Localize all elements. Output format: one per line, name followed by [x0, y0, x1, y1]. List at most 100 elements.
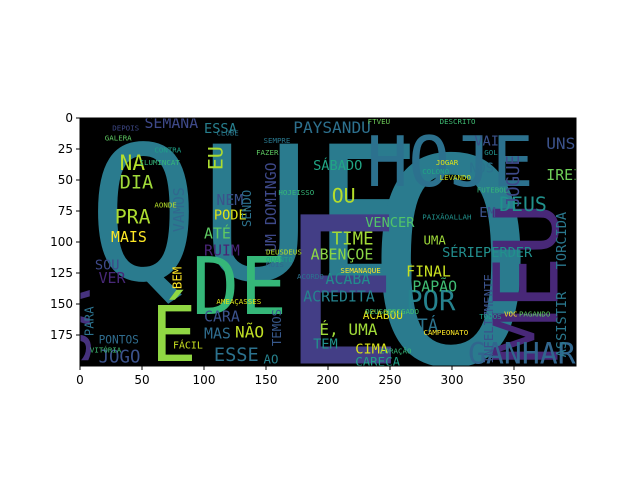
- wordcloud-word: COLONO: [422, 167, 449, 176]
- wordcloud-word: GALERA: [105, 133, 132, 142]
- wordcloud-word: AMEAÇASSES: [216, 297, 261, 306]
- wordcloud-word: EM: [479, 205, 495, 221]
- wordcloud-word: UNS: [546, 134, 575, 153]
- wordcloud-word: JOGUE: [504, 155, 524, 207]
- wordcloud-word: TORCIDA: [554, 212, 570, 269]
- x-tick-label: 0: [76, 373, 84, 387]
- wordcloud-word: CONTRA: [154, 146, 181, 155]
- wordcloud-word: SÉRIE: [442, 243, 483, 261]
- wordcloud-word: PAYSANDU: [293, 118, 371, 137]
- wordcloud-word: OU: [332, 184, 356, 207]
- wordcloud-word: QUE: [87, 106, 423, 323]
- wordcloud-word: MOIS: [266, 260, 284, 269]
- wordcloud-word: UM DOMINGO: [262, 162, 280, 252]
- wordcloud-word: JOGO: [99, 347, 141, 367]
- y-tick-label: 50: [58, 173, 73, 187]
- wordcloud-word: É: [151, 290, 197, 380]
- wordcloud-word: PAIXÃOALLAH: [422, 213, 471, 222]
- wordcloud-word: VENCER: [365, 215, 415, 231]
- wordcloud-word: CARECA: [355, 354, 400, 369]
- wordcloud-word: JOGAR: [436, 158, 459, 167]
- wordcloud-word: FUTEBOL: [477, 185, 509, 194]
- wordcloud-word: IREI: [546, 166, 582, 184]
- wordcloud-word: NÃO: [235, 322, 264, 341]
- wordcloud-word: VER: [99, 269, 126, 287]
- x-tick-label: 50: [134, 373, 149, 387]
- wordcloud-word: DE: [192, 240, 288, 333]
- x-tick-label: 350: [503, 373, 526, 387]
- wordcloud-word: CAMPEONATO: [423, 328, 468, 337]
- wordcloud-word: VAMOS: [170, 187, 188, 232]
- wordcloud-word: AO: [264, 352, 279, 367]
- wordcloud-word: PRA: [115, 205, 151, 228]
- wordcloud-word: TÁ: [417, 314, 438, 336]
- wordcloud-word: ACORDO: [297, 272, 324, 281]
- wordcloud-word: GOL: [484, 148, 498, 157]
- wordcloud-word: CORAÇÃO: [380, 347, 412, 356]
- wordcloud-word: POR: [406, 286, 456, 317]
- wordcloud-word: E: [281, 175, 404, 413]
- wordcloud-word: NEM: [216, 191, 243, 209]
- wordcloud-word: TIME: [332, 229, 374, 249]
- wordcloud-word: ATÉ: [204, 224, 231, 242]
- wordcloud-word: DEUS: [499, 193, 547, 216]
- y-axis: 0 25 50 75 100 125 150 175: [50, 111, 80, 342]
- wordcloud-word: SEMANAQUE: [340, 266, 380, 275]
- x-tick-label: 300: [441, 373, 464, 387]
- wordcloud-word: PERDER: [483, 245, 533, 261]
- wordcloud-word: UMA: [423, 232, 446, 247]
- wordcloud-word: RUIM: [204, 242, 240, 260]
- wordcloud-word: FÁCIL: [173, 339, 203, 352]
- wordcloud-word: PAGANDO: [519, 309, 551, 318]
- wordcloud-word: DIA: [120, 173, 154, 194]
- wordcloud-word: ABENÇOE: [311, 245, 374, 263]
- wordcloud-word: CARA: [204, 307, 240, 325]
- wordcloud-word: DEUSOBRIGADO: [365, 307, 419, 316]
- wordcloud-word: SOU: [95, 257, 120, 273]
- wordcloud-word: O: [365, 100, 537, 432]
- wordcloud-word: FTVEU: [368, 117, 390, 126]
- wordcloud-word: HOJEISSO: [278, 188, 314, 197]
- y-tick-label: 25: [58, 142, 73, 156]
- wordcloud-word: ASSISTIR: [554, 291, 570, 357]
- wordcloud-word: É, UMA: [319, 320, 377, 339]
- wordcloud-word: FAZER: [256, 148, 279, 157]
- wordcloud-word: EU: [205, 146, 228, 170]
- wordcloud-word: NA: [120, 150, 146, 175]
- wordcloud-word: ACREDITA: [303, 288, 375, 306]
- wordcloud-word: ACABA: [326, 270, 371, 288]
- wordcloud-word: JÁ: [32, 289, 105, 364]
- wordcloud-word: TEM: [313, 337, 338, 353]
- wordcloud-word: CLUBE: [216, 128, 238, 137]
- x-tick-label: 200: [317, 373, 340, 387]
- wordcloud-word: DEPOIS: [112, 123, 139, 132]
- wordcloud-word: SÁBADO: [313, 156, 362, 174]
- wordcloud-word: ACABOU: [363, 309, 403, 322]
- wordcloud-word: ESSE: [214, 345, 259, 366]
- wordcloud-word: GANHAR: [468, 337, 576, 372]
- wordcloud-word: CIMA: [355, 342, 388, 358]
- wordcloud-word: SEMANA: [144, 114, 198, 132]
- wordcloud-word: DEUSDEUS: [266, 247, 302, 256]
- wordcloud-word: TODOS: [479, 312, 501, 321]
- wordcloud-word: MEU: [475, 202, 579, 363]
- wordcloud-word: PARA: [82, 306, 97, 336]
- wordcloud-word: MAIS: [111, 228, 147, 246]
- x-axis: 0 50 100 150 200 250 300 350: [76, 366, 525, 387]
- wordcloud-word: TEMOS: [269, 309, 284, 346]
- wordcloud-word: VITÓRIA: [90, 345, 122, 354]
- y-tick-label: 125: [50, 266, 73, 280]
- x-tick-label: 250: [379, 373, 402, 387]
- y-tick-label: 0: [65, 111, 73, 125]
- wordcloud-word: SEMPRE: [264, 136, 291, 145]
- wordcloud-word: PODE: [214, 208, 247, 224]
- wordcloud-word: PAPÃO: [412, 278, 457, 296]
- wordcloud-word: VOC: [504, 309, 517, 318]
- wordcloud-word: LEVANDO: [440, 173, 472, 182]
- wordcloud-word: ILUMINCAT: [140, 158, 181, 167]
- y-tick-label: 175: [50, 328, 73, 342]
- x-tick-label: 100: [193, 373, 216, 387]
